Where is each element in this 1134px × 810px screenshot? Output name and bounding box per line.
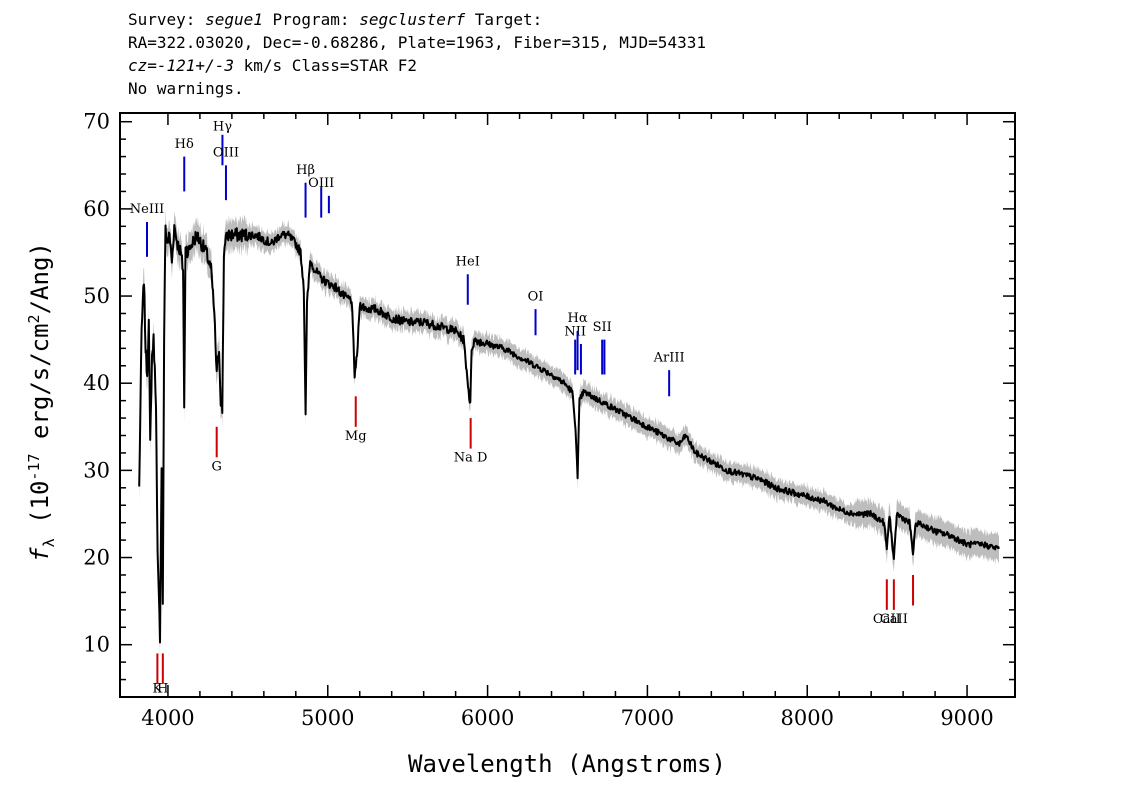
header-line-2: RA=322.03020, Dec=-0.68286, Plate=1963, … — [128, 33, 706, 52]
x-tick-label: 8000 — [781, 706, 834, 730]
emission-line-label: Hγ — [213, 119, 232, 134]
target-label: Target: — [465, 10, 543, 29]
x-axis-title: Wavelength (Angstroms) — [408, 750, 726, 778]
y-tick-label: 40 — [83, 371, 110, 395]
y-tick-label: 10 — [83, 633, 110, 657]
absorption-line-label: Na D — [454, 451, 488, 466]
y-tick-label: 60 — [83, 197, 110, 221]
y-tick-label: 70 — [83, 110, 110, 134]
survey-name: segue1 — [205, 10, 263, 29]
emission-line-label: NII — [564, 324, 586, 339]
absorption-line-label: CaII — [880, 612, 908, 627]
x-tick-label: 4000 — [141, 706, 194, 730]
absorption-line-label: K — [153, 682, 163, 697]
redshift-value: cz=-121+/-3 — [128, 56, 234, 75]
error-band — [139, 208, 999, 659]
x-tick-label: 5000 — [301, 706, 354, 730]
header-line-3: cz=-121+/-3 km/s Class=STAR F2 — [128, 54, 706, 77]
axes: 4000 5000 6000 7000 8000 9000 10 20 30 40 50 60 70 — [83, 110, 1016, 730]
y-tick-label: 30 — [83, 458, 110, 482]
emission-line-label: NeIII — [130, 202, 164, 217]
survey-prefix: Survey: — [128, 10, 206, 29]
header-line-1: Survey: segue1 Program: segclusterf Targ… — [128, 8, 706, 31]
y-tick-label: 50 — [83, 284, 110, 308]
emission-line-label: OIII — [308, 176, 334, 191]
emission-line-label: Hα — [568, 311, 588, 326]
emission-line-label: OIII — [213, 146, 239, 161]
line-markers: NeIIIHδHγOIIIHβOIIIHeIOINIIHαSIIArIIIKHG… — [130, 119, 915, 697]
program-name: segclusterf — [359, 10, 466, 29]
absorption-line-label: H — [157, 682, 168, 697]
emission-line-label: HeI — [456, 255, 480, 270]
emission-line-label: OI — [528, 289, 544, 304]
absorption-line-label: Mg — [345, 429, 367, 444]
spectrum-line — [138, 224, 1000, 644]
absorption-line-label: G — [211, 459, 221, 474]
y-axis-title: fλ (10-17 erg/s/cm2/Ang) — [25, 242, 58, 562]
header-line-4: No warnings. — [128, 79, 244, 98]
spectrum-header: Survey: segue1 Program: segclusterf Targ… — [128, 8, 706, 100]
emission-line-label: Hδ — [175, 137, 194, 152]
x-tick-label: 9000 — [940, 706, 993, 730]
class-label: km/s Class=STAR F2 — [233, 56, 417, 75]
plot-frame — [119, 112, 1016, 698]
program-prefix: Program: — [262, 10, 360, 29]
absorption-line-label: CaII — [873, 612, 901, 627]
spectrum-layer — [138, 224, 1000, 644]
emission-line-label: SII — [593, 320, 612, 335]
y-tick-label: 20 — [83, 546, 110, 570]
error-band-area — [139, 208, 999, 659]
emission-line-label: Hβ — [296, 163, 315, 178]
x-tick-label: 6000 — [461, 706, 514, 730]
emission-line-label: ArIII — [653, 350, 685, 365]
x-tick-label: 7000 — [621, 706, 674, 730]
